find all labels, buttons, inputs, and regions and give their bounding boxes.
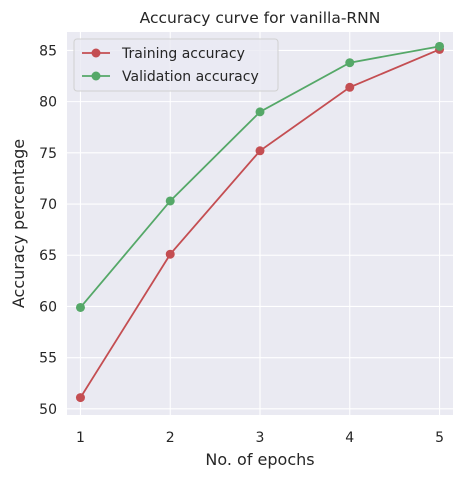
data-point	[255, 107, 265, 117]
y-tick-label: 55	[39, 351, 57, 367]
legend-marker	[91, 71, 101, 81]
y-tick-labels: 50 55 60 65 70 75 80 85	[39, 43, 57, 417]
y-tick-label: 50	[39, 402, 57, 418]
y-tick-label: 75	[39, 146, 57, 162]
legend-box	[73, 38, 279, 92]
legend: Training accuracy Validation accuracy	[73, 38, 279, 92]
y-tick-label: 60	[39, 299, 57, 315]
x-tick-label: 2	[166, 430, 175, 446]
data-point	[345, 58, 355, 68]
chart-title: Accuracy curve for vanilla-RNN	[140, 9, 381, 27]
x-tick-label: 1	[76, 430, 85, 446]
y-tick-label: 70	[39, 197, 57, 213]
data-point	[165, 196, 175, 206]
legend-marker	[91, 48, 101, 58]
series-layer	[75, 41, 445, 403]
legend-label: Validation accuracy	[122, 69, 259, 85]
data-point	[75, 393, 85, 403]
data-point	[255, 146, 265, 156]
x-tick-labels: 1 2 3 4 5	[76, 430, 444, 446]
data-point	[165, 249, 175, 259]
legend-label: Training accuracy	[121, 46, 245, 62]
y-axis-label: Accuracy percentage	[9, 139, 28, 308]
data-point	[345, 82, 355, 92]
x-tick-label: 3	[256, 430, 265, 446]
y-tick-label: 80	[39, 95, 57, 111]
y-tick-label: 85	[39, 43, 57, 59]
x-tick-label: 5	[435, 430, 444, 446]
data-point	[435, 41, 445, 51]
y-tick-label: 65	[39, 248, 57, 264]
data-point	[75, 302, 85, 312]
x-axis-label: No. of epochs	[205, 450, 314, 469]
x-tick-label: 4	[345, 430, 354, 446]
